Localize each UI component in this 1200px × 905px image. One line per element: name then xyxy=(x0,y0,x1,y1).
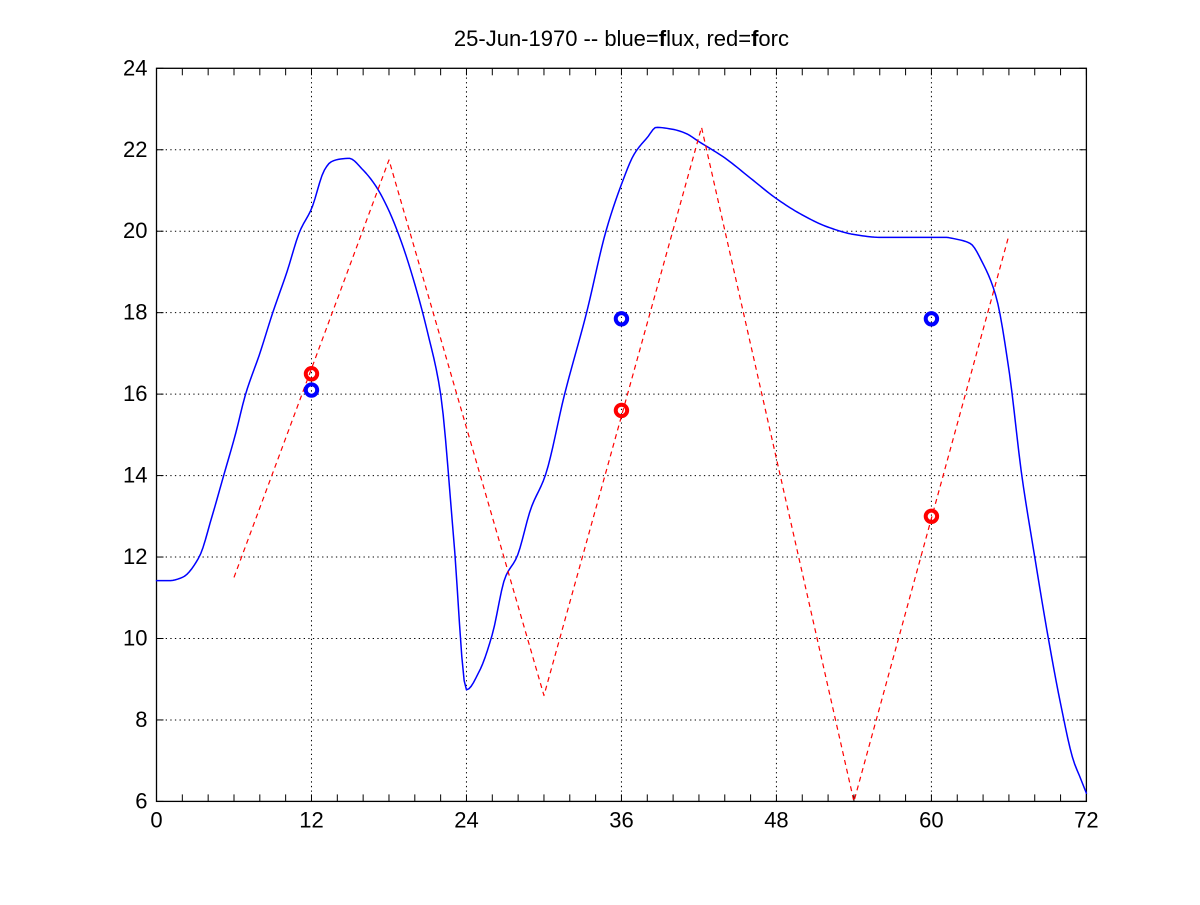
svg-text:36: 36 xyxy=(609,807,633,832)
svg-text:48: 48 xyxy=(764,807,788,832)
svg-text:25-Jun-1970 -- blue=flux, red=: 25-Jun-1970 -- blue=flux, red=forc xyxy=(454,26,789,51)
svg-text:60: 60 xyxy=(919,807,943,832)
svg-text:16: 16 xyxy=(123,381,147,406)
svg-text:0: 0 xyxy=(150,807,162,832)
svg-text:22: 22 xyxy=(123,137,147,162)
svg-text:8: 8 xyxy=(135,707,147,732)
svg-text:12: 12 xyxy=(299,807,323,832)
svg-text:14: 14 xyxy=(123,463,147,488)
svg-text:10: 10 xyxy=(123,625,147,650)
svg-text:6: 6 xyxy=(135,788,147,813)
svg-text:24: 24 xyxy=(123,55,147,80)
svg-text:18: 18 xyxy=(123,300,147,325)
svg-text:72: 72 xyxy=(1074,807,1098,832)
svg-text:24: 24 xyxy=(454,807,478,832)
svg-text:12: 12 xyxy=(123,544,147,569)
svg-text:20: 20 xyxy=(123,218,147,243)
